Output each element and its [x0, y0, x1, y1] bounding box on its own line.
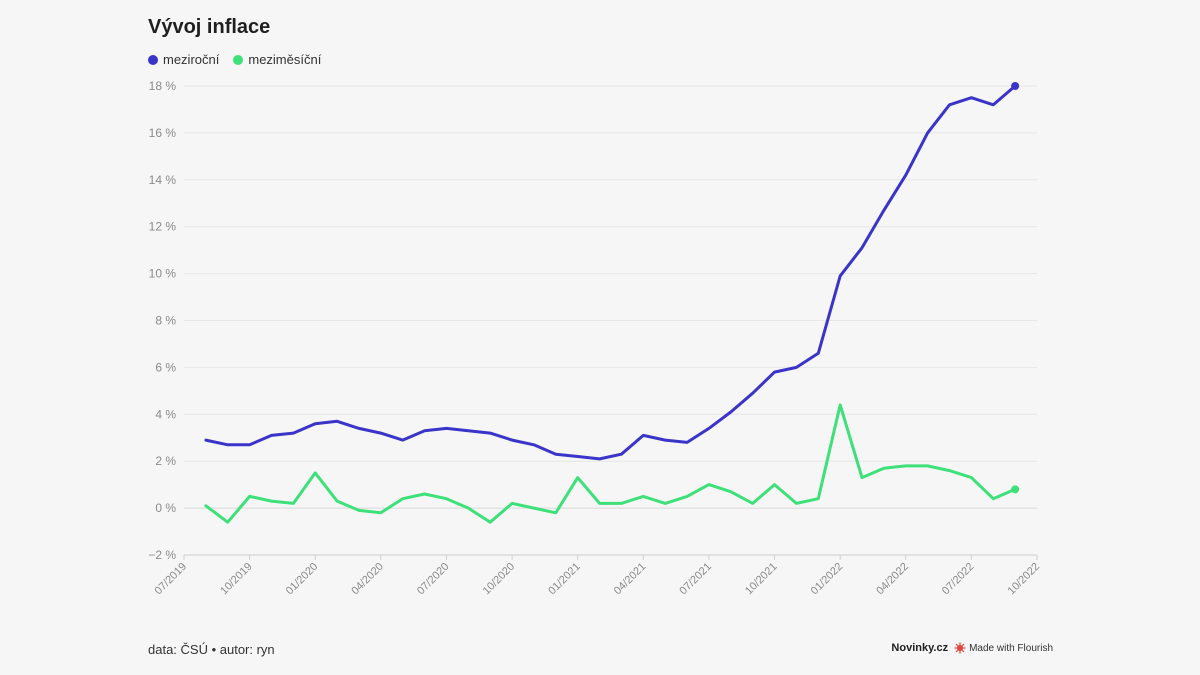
chart-title: Vývoj inflace: [148, 16, 271, 38]
y-tick-label: 6 %: [155, 360, 176, 374]
y-tick-label: −2 %: [148, 548, 176, 562]
x-tick-label: 10/2022: [1006, 561, 1043, 598]
brand-logo[interactable]: Novinky.cz: [891, 642, 949, 654]
legend-label-mezirocni: meziroční: [163, 52, 220, 67]
legend-label-mezimesicni: meziměsíční: [248, 52, 322, 67]
data-point[interactable]: [1011, 82, 1020, 90]
flourish-credit[interactable]: Made with Flourish: [954, 642, 1053, 654]
x-tick-label: 04/2020: [349, 561, 386, 598]
x-tick-label: 04/2021: [612, 561, 649, 598]
y-tick-label: 0 %: [155, 501, 176, 515]
footer-branding: Novinky.cz Made with Flourish: [891, 642, 1053, 654]
x-tick-label: 04/2022: [874, 561, 911, 598]
legend-item-mezirocni[interactable]: meziroční: [148, 52, 219, 67]
legend-dot-mezimesicni: [233, 54, 244, 65]
x-tick-label: 07/2021: [677, 561, 714, 598]
series-line-mezimesicni: [204, 403, 1017, 524]
y-tick-label: 2 %: [155, 454, 176, 468]
x-tick-label: 10/2019: [218, 561, 255, 598]
x-tick-label: 07/2020: [415, 561, 452, 598]
x-tick-label: 10/2020: [481, 561, 518, 598]
y-tick-label: 18 %: [149, 79, 177, 93]
x-tick-label: 07/2019: [153, 561, 190, 598]
x-tick-label: 07/2022: [940, 561, 977, 598]
x-tick-label: 10/2021: [743, 561, 780, 598]
y-tick-label: 14 %: [149, 173, 177, 187]
x-tick-label: 01/2022: [809, 561, 846, 598]
y-tick-label: 8 %: [155, 314, 176, 328]
data-point[interactable]: [1011, 485, 1020, 494]
legend-dot-mezirocni: [148, 54, 158, 65]
legend-item-mezimesicni[interactable]: meziměsíční: [233, 52, 321, 67]
y-tick-label: 12 %: [149, 220, 177, 234]
series-line-mezirocni: [204, 84, 1017, 461]
data-source: data: ČSÚ • autor: ryn: [148, 642, 275, 657]
flourish-label: Made with Flourish: [969, 642, 1053, 654]
x-tick-label: 01/2020: [284, 561, 321, 598]
legend: meziroční meziměsíční: [148, 52, 321, 67]
y-tick-label: 10 %: [149, 267, 177, 281]
y-tick-label: 4 %: [155, 407, 176, 421]
flourish-icon: [954, 642, 966, 654]
x-tick-label: 01/2021: [546, 561, 583, 598]
y-tick-label: 16 %: [149, 126, 177, 140]
